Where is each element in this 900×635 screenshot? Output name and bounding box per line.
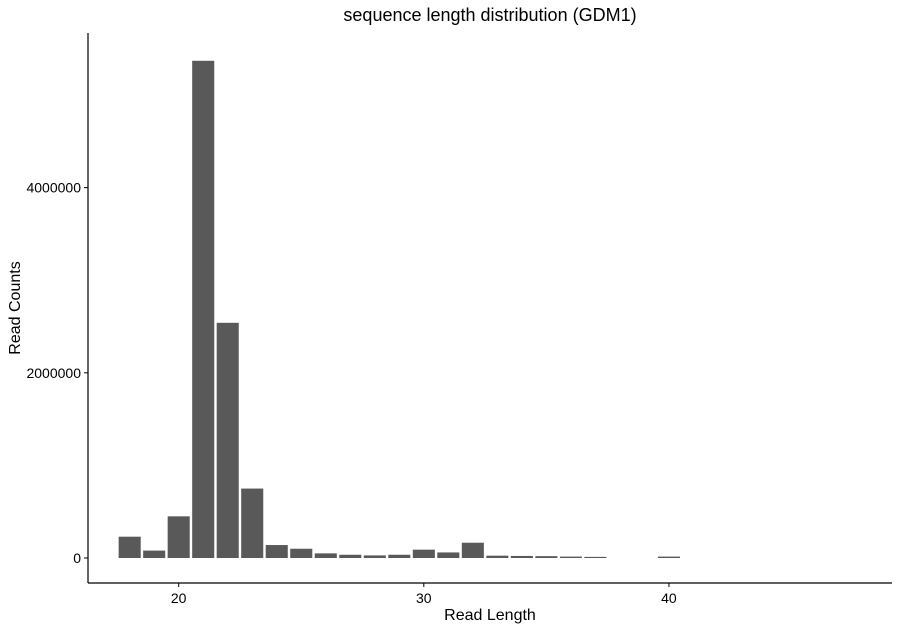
bar-length-36	[559, 556, 582, 558]
y-tick-label: 2000000	[26, 365, 81, 381]
bar-length-25	[290, 548, 313, 558]
x-axis-label: Read Length	[444, 607, 536, 624]
bars-group	[118, 60, 680, 558]
y-tick-label: 4000000	[26, 180, 81, 196]
bar-length-28	[363, 555, 386, 558]
y-axis-label: Read Counts	[7, 261, 24, 354]
y-tick-label: 0	[73, 550, 81, 566]
x-tick-label: 20	[171, 590, 187, 606]
bar-length-29	[388, 554, 411, 558]
bar-length-26	[314, 553, 337, 558]
bar-length-27	[339, 554, 362, 558]
x-tick-label: 40	[661, 590, 677, 606]
bar-length-23	[241, 488, 264, 558]
bar-length-35	[535, 556, 558, 558]
bar-length-24	[265, 545, 288, 558]
y-ticks-group: 0 2000000 4000000	[26, 180, 88, 566]
bar-length-22	[216, 322, 239, 558]
bar-length-18	[118, 536, 141, 558]
bar-length-32	[461, 542, 484, 558]
x-ticks-group: 20 30 40	[171, 583, 677, 606]
bar-length-33	[486, 555, 509, 558]
bar-length-20	[167, 516, 190, 558]
chart-title: sequence length distribution (GDM1)	[343, 5, 636, 25]
bar-length-37	[584, 556, 607, 558]
bar-length-19	[143, 550, 166, 558]
bar-length-30	[412, 549, 435, 558]
bar-length-31	[437, 552, 460, 558]
bar-length-34	[510, 555, 533, 558]
bar-length-21	[192, 60, 215, 558]
bar-length-40	[657, 556, 680, 558]
x-tick-label: 30	[416, 590, 432, 606]
